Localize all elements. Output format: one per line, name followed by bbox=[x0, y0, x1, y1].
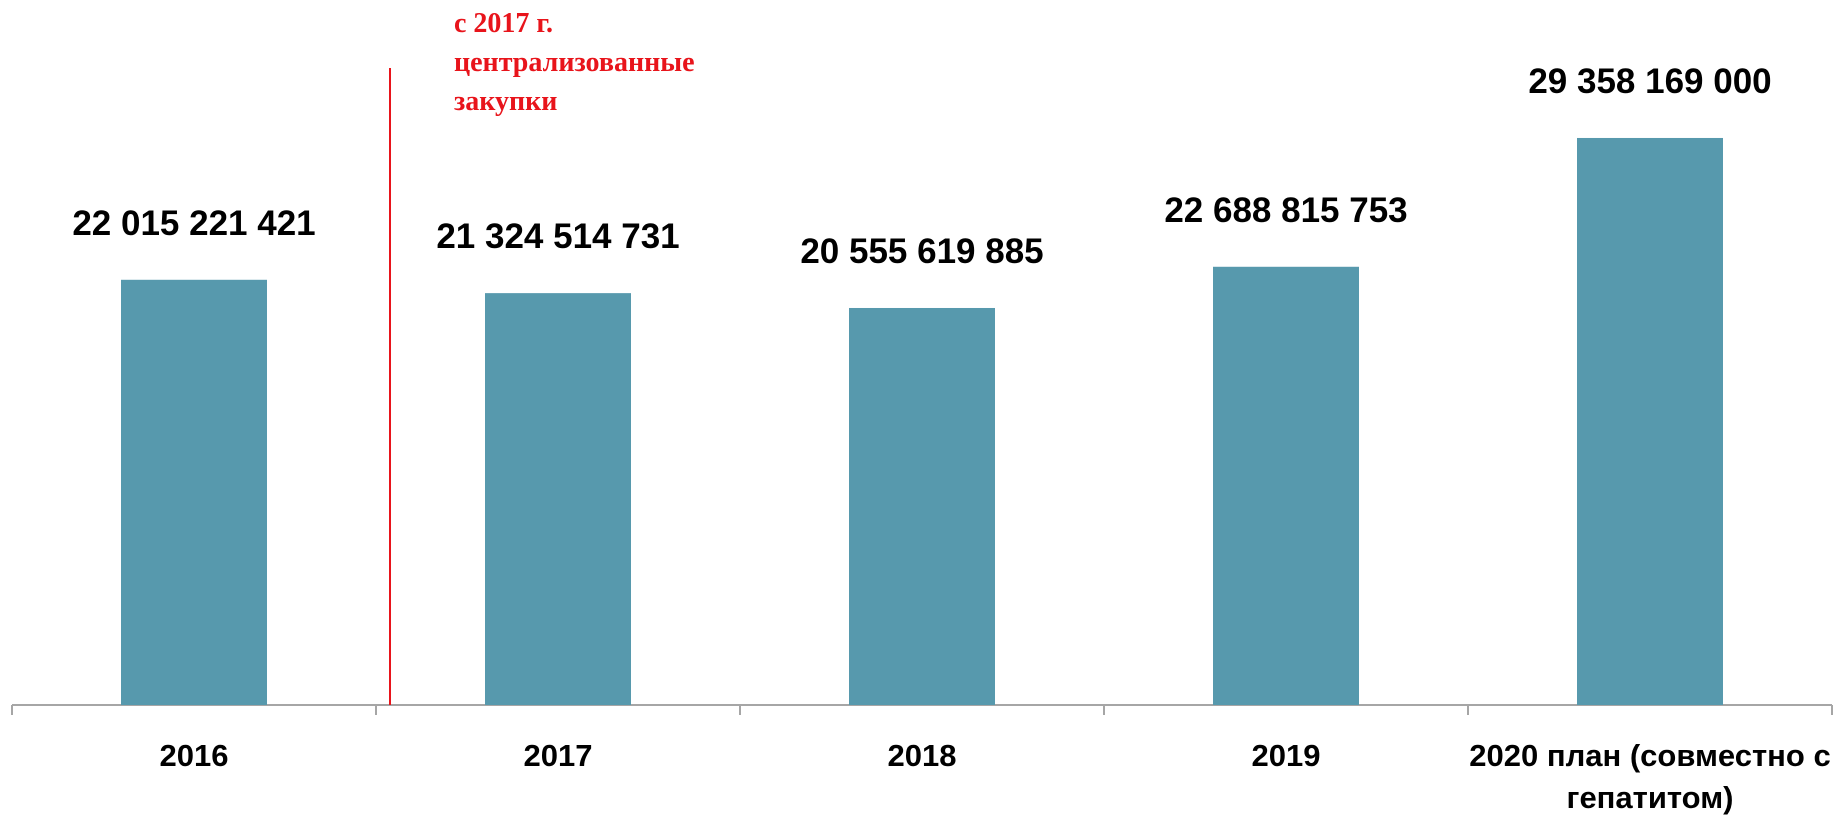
bar bbox=[121, 279, 267, 705]
bar bbox=[849, 307, 995, 705]
x-tick-label: 2020 план (совместно с гепатитом) bbox=[1469, 738, 1831, 815]
value-label: 22 688 815 753 bbox=[1164, 190, 1408, 230]
bar bbox=[485, 293, 631, 705]
x-tick-label: 2019 bbox=[1251, 738, 1321, 773]
bar bbox=[1213, 266, 1359, 705]
value-label: 21 324 514 731 bbox=[436, 217, 680, 257]
x-tick-label: 2017 bbox=[523, 738, 593, 773]
value-label: 20 555 619 885 bbox=[800, 231, 1044, 271]
value-label: 22 015 221 421 bbox=[72, 203, 316, 243]
x-tick-label: 2018 bbox=[887, 738, 957, 773]
annotation: централизованные bbox=[454, 47, 695, 78]
value-label: 29 358 169 000 bbox=[1528, 61, 1772, 101]
annotation: закупки bbox=[454, 86, 558, 117]
bar bbox=[1577, 137, 1723, 705]
annotation: с 2017 г. bbox=[454, 8, 553, 39]
x-tick-label: 2016 bbox=[159, 738, 229, 773]
